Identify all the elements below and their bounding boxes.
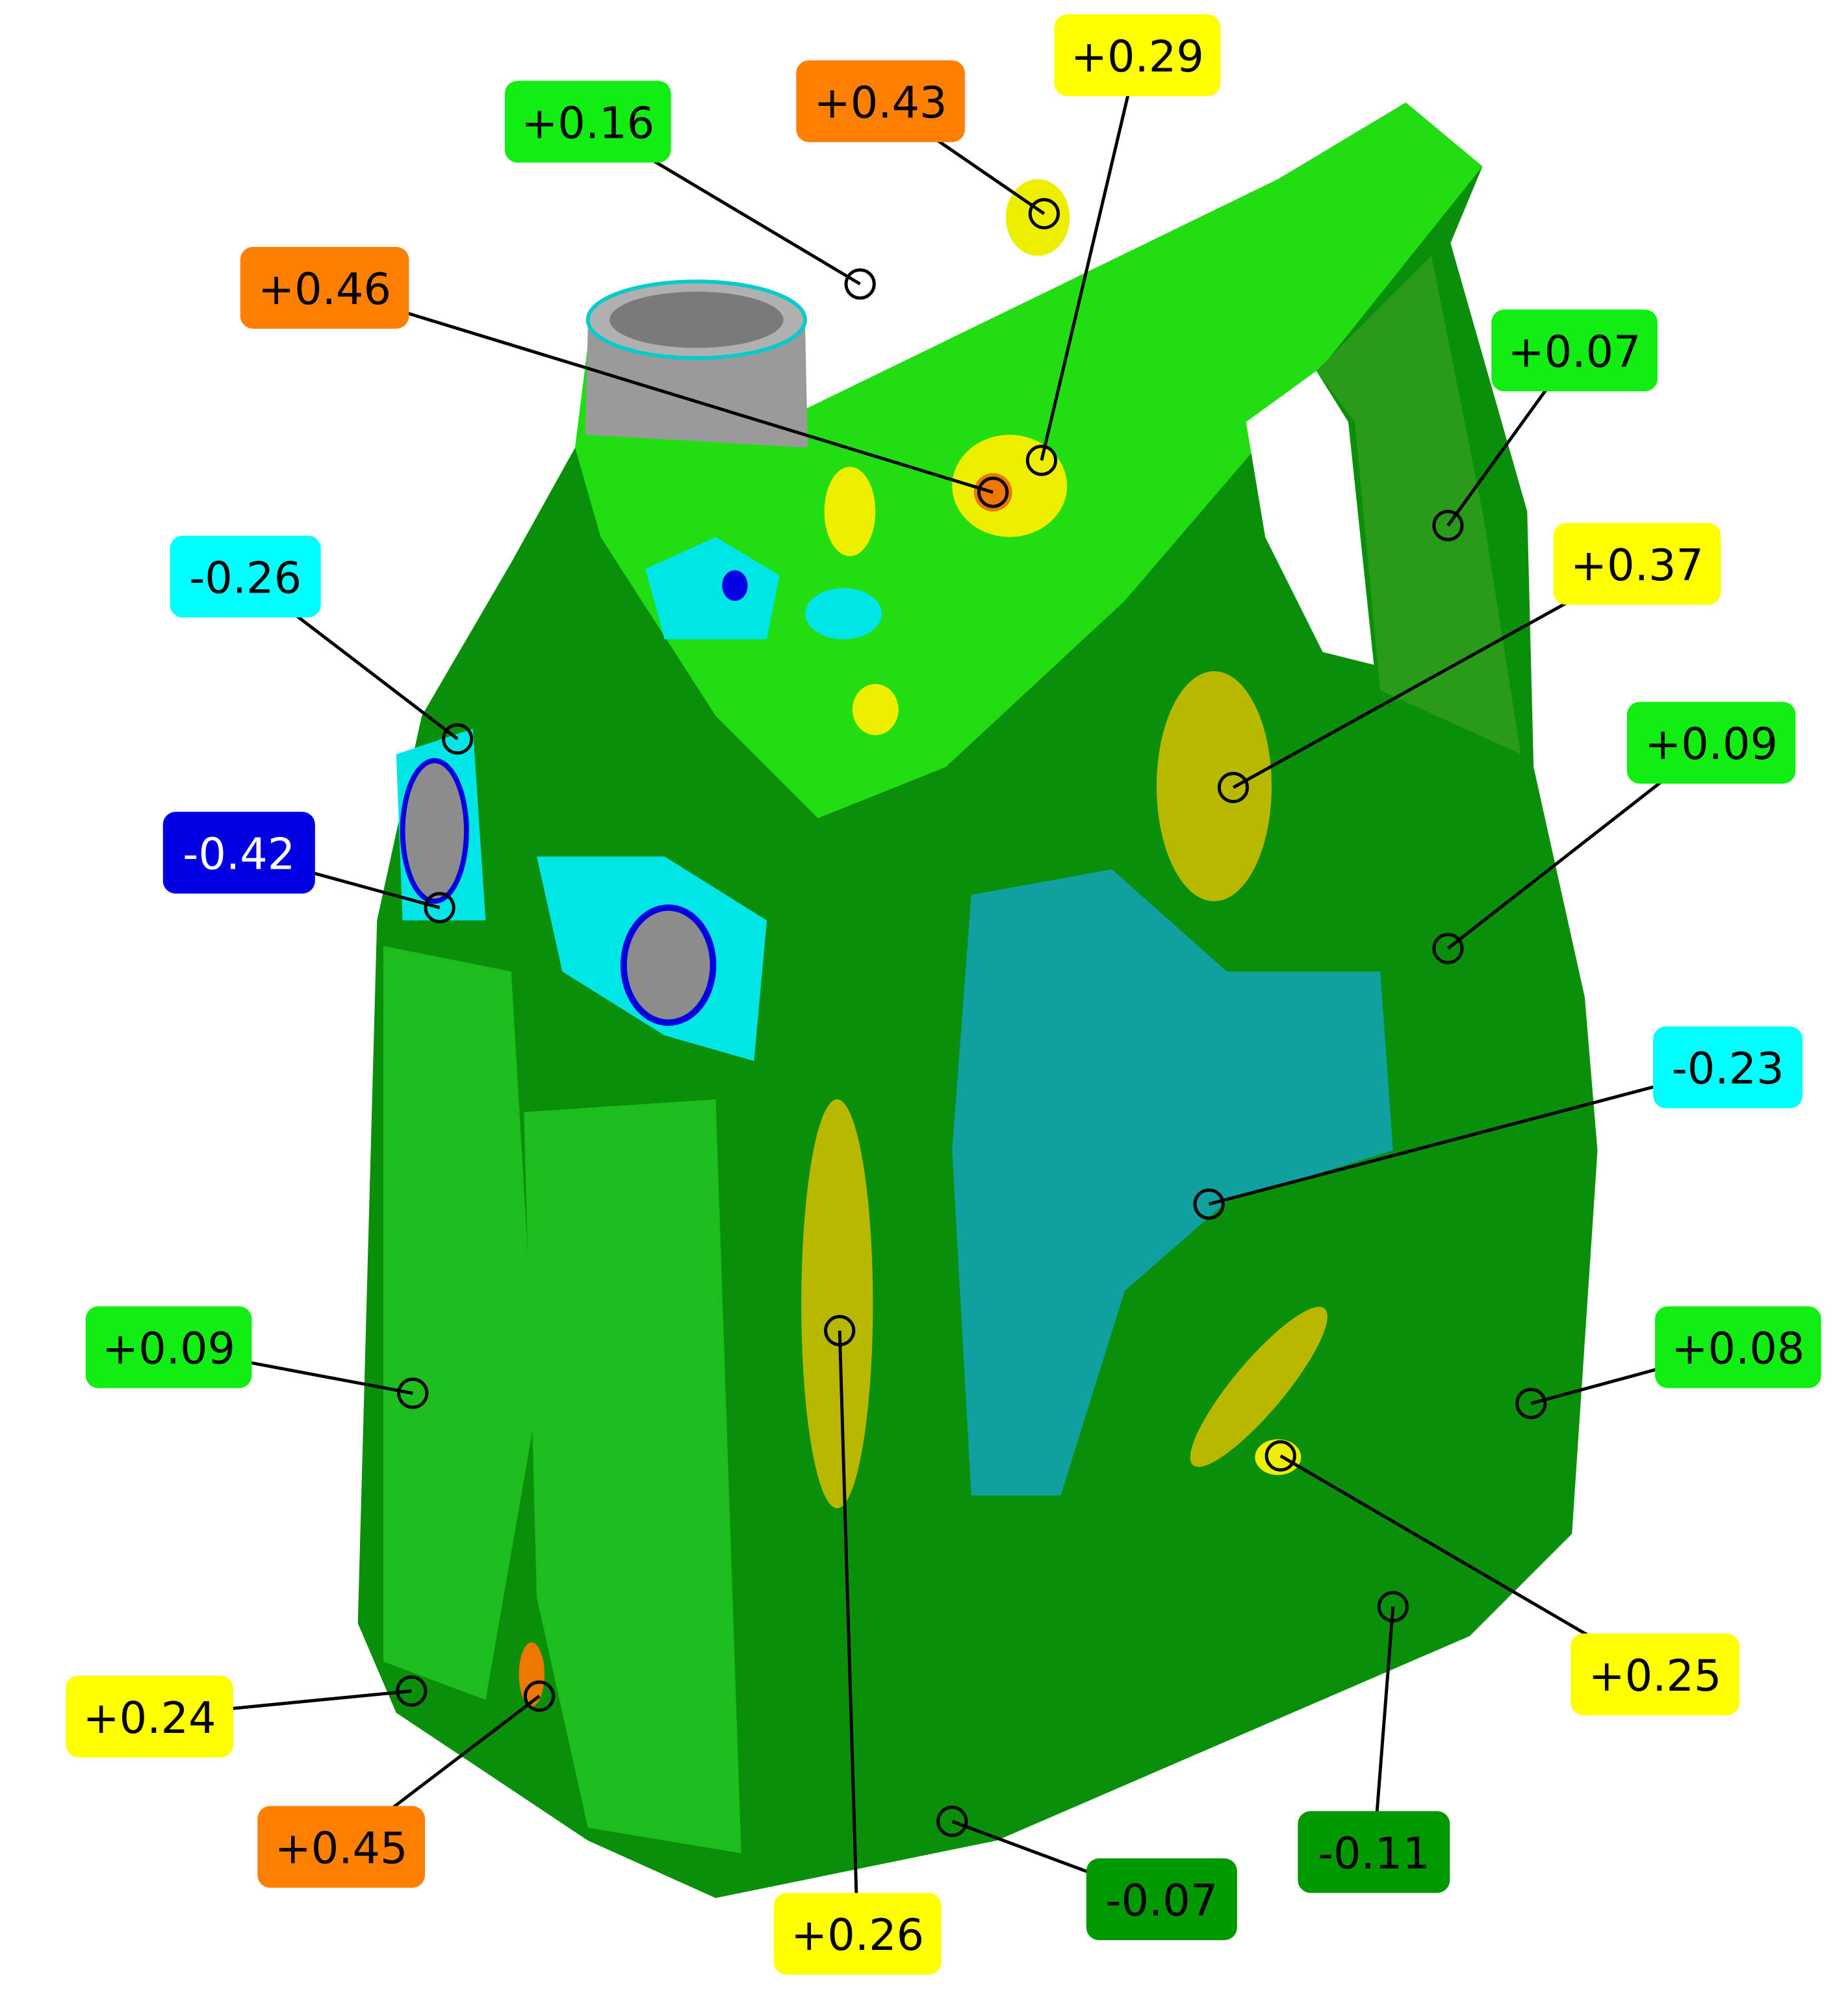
callout: +0.08	[1515, 1306, 1821, 1420]
label-text: -0.23	[1672, 1044, 1784, 1094]
leader-line	[1208, 1066, 1728, 1206]
label-box	[796, 60, 965, 142]
callout: +0.29	[1025, 14, 1221, 476]
callout: +0.45	[257, 1680, 556, 1888]
label-box	[1553, 522, 1721, 605]
label-text: -0.42	[183, 828, 295, 879]
cyan-top	[645, 537, 780, 639]
label-box	[257, 1806, 425, 1888]
callout: +0.37	[1217, 522, 1721, 804]
marker	[397, 1377, 429, 1409]
callout: +0.46	[240, 247, 1009, 508]
label-box	[1054, 14, 1221, 96]
label-text: +0.24	[83, 1693, 216, 1743]
label-text: +0.46	[258, 264, 391, 314]
label-box	[773, 1893, 942, 1975]
callout: +0.25	[1264, 1440, 1739, 1715]
label-box	[162, 812, 315, 894]
callout: -0.42	[162, 812, 456, 923]
marker	[1264, 1440, 1296, 1472]
callouts: +0.16 +0.43 +0.29 +0.46 +0.07 -0.26 +0.37 +0.09…	[66, 14, 1821, 1975]
callout: +0.16	[504, 81, 876, 300]
label-text: +0.26	[791, 1910, 924, 1960]
marker	[1432, 509, 1464, 541]
label-box	[1626, 702, 1796, 784]
marker	[523, 1680, 556, 1712]
label-box	[170, 535, 321, 618]
marker	[977, 476, 1009, 508]
gray-spot	[400, 758, 469, 904]
label-box	[240, 247, 409, 329]
yellow-spot	[1005, 179, 1070, 256]
callout: +0.24	[66, 1675, 428, 1758]
gray-spot	[620, 904, 717, 1026]
jug	[357, 102, 1598, 1899]
marker	[1377, 1591, 1409, 1622]
yellow-spot	[801, 1099, 873, 1509]
marker	[824, 1314, 856, 1346]
marker	[442, 723, 474, 755]
callout: +0.09	[1432, 702, 1796, 964]
label-text: +0.25	[1589, 1650, 1722, 1701]
callout: +0.26	[773, 1314, 942, 1975]
label-box	[1086, 1858, 1237, 1941]
callout: +0.07	[1432, 309, 1658, 541]
label-text: +0.16	[521, 97, 654, 148]
label-text: +0.43	[814, 77, 947, 128]
marker	[844, 268, 876, 300]
marker	[1193, 1188, 1225, 1220]
label-box	[1491, 309, 1658, 392]
label-box	[1655, 1306, 1821, 1389]
marker	[424, 891, 456, 923]
handle-grip	[1316, 255, 1521, 754]
label-text: +0.45	[275, 1823, 408, 1873]
yellow-spot	[824, 467, 876, 557]
cyan-panel	[952, 869, 1393, 1496]
neck-hole	[610, 291, 784, 348]
label-box	[1298, 1811, 1450, 1893]
leader-line	[1040, 55, 1139, 461]
cyan-top	[805, 588, 882, 639]
marker	[1432, 932, 1464, 964]
label-text: +0.29	[1071, 31, 1204, 82]
label-text: +0.09	[102, 1323, 235, 1374]
label-text: +0.09	[1645, 719, 1778, 769]
label-text: +0.08	[1671, 1323, 1804, 1374]
callout: -0.11	[1298, 1591, 1450, 1893]
callout: -0.26	[170, 535, 474, 755]
label-box	[1653, 1026, 1803, 1108]
handle-hole	[1246, 370, 1374, 665]
leader-line	[838, 1330, 860, 1934]
marker	[1025, 444, 1058, 476]
callout: +0.09	[85, 1306, 429, 1409]
label-text: +0.07	[1508, 326, 1641, 377]
label-box	[85, 1306, 252, 1389]
callout: -0.07	[936, 1806, 1237, 1941]
label-text: -0.07	[1105, 1875, 1218, 1926]
blue-spot	[722, 570, 748, 601]
yellow-spot	[1156, 671, 1272, 902]
leader-line	[324, 286, 994, 494]
marker	[936, 1806, 968, 1838]
label-box	[66, 1675, 233, 1758]
callout: +0.43	[796, 60, 1060, 229]
front-face-light	[383, 945, 537, 1700]
front-patch	[524, 1099, 741, 1854]
callout: -0.23	[1193, 1026, 1803, 1220]
yellow-spot	[1190, 1307, 1328, 1467]
orange-spot	[519, 1642, 545, 1707]
label-text: -0.26	[189, 552, 302, 603]
neck	[585, 279, 808, 448]
marker	[1515, 1387, 1547, 1420]
yellow-spot	[852, 684, 899, 736]
marker	[1028, 198, 1060, 229]
label-box	[1571, 1633, 1739, 1715]
label-box	[504, 81, 671, 163]
label-text: -0.11	[1318, 1828, 1430, 1878]
marker	[1217, 771, 1250, 804]
marker	[396, 1675, 428, 1707]
label-text: +0.37	[1571, 540, 1704, 591]
